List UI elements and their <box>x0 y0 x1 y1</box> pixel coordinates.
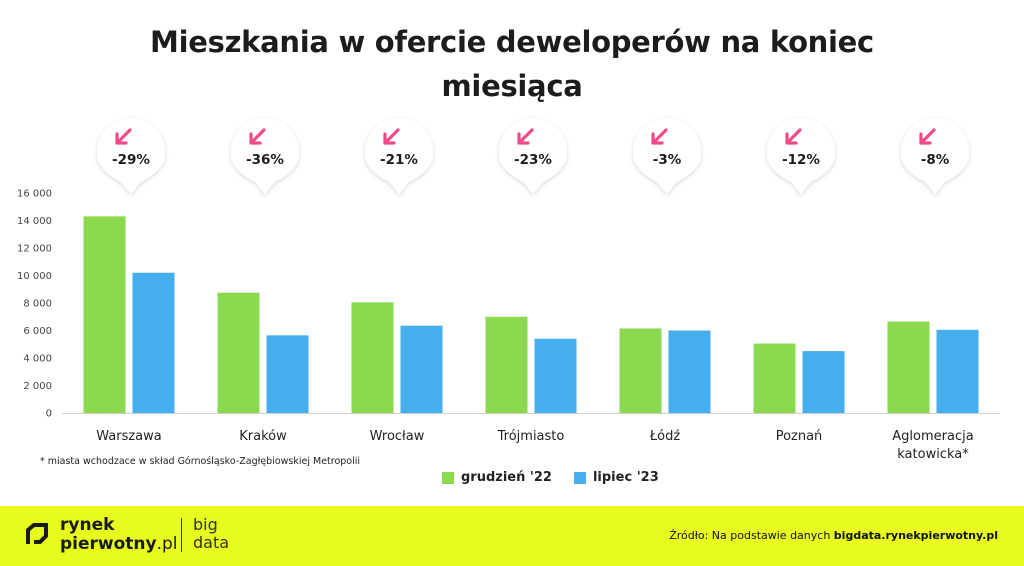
change-badge: -21% <box>365 118 433 194</box>
badge-shape <box>633 118 701 194</box>
arrow-down-left-icon <box>383 128 400 145</box>
legend-label-grudzien: grudzień '22 <box>461 470 552 485</box>
y-tick-label: 16 000 <box>17 189 52 200</box>
footnote: * miasta wchodzace w skład Górnośląsko-Z… <box>40 456 361 467</box>
x-tick-label: Poznań <box>776 429 823 444</box>
logo-line2: pierwotny.pl <box>60 535 178 554</box>
x-tick-label: katowicka* <box>897 447 969 462</box>
bar-grudzien <box>83 216 126 413</box>
legend-swatch-lipiec <box>573 471 586 484</box>
arrow-down-left-icon <box>919 128 936 145</box>
change-badge: -8% <box>901 118 969 194</box>
legend-item-grudzien: grudzień '22 <box>442 470 552 485</box>
source-link[interactable]: bigdata.rynekpierwotny.pl <box>833 529 998 542</box>
change-badge: -12% <box>767 118 835 194</box>
footer-bar: rynek pierwotny.pl big data Źródło: Na p… <box>0 506 1024 566</box>
legend-item-lipiec: lipiec '23 <box>573 470 659 485</box>
bar-chart: -29% -36% -21% -23% -3% -12% -8% 0 2 000 4 000 6 … <box>17 118 1000 462</box>
bar-grudzien <box>485 316 528 413</box>
change-badge: -23% <box>499 118 567 194</box>
badge-shape <box>767 118 835 194</box>
bar-lipiec <box>132 272 175 413</box>
change-badge: -3% <box>633 118 701 194</box>
bar-lipiec <box>802 351 845 413</box>
arrow-down-left-icon <box>651 128 668 145</box>
y-tick-label: 2 000 <box>23 381 52 392</box>
bar-grudzien <box>753 343 796 413</box>
change-badge: -36% <box>231 118 299 194</box>
change-value: -12% <box>782 152 820 168</box>
y-tick-label: 14 000 <box>17 216 52 227</box>
x-tick-label: Łódź <box>649 429 681 444</box>
x-tick-label: Wrocław <box>370 429 425 444</box>
bar-grudzien <box>887 321 930 413</box>
change-badge: -29% <box>97 118 165 194</box>
x-tick-label: Aglomeracja <box>892 429 973 444</box>
change-value: -23% <box>514 152 552 168</box>
legend-label-lipiec: lipiec '23 <box>592 470 659 485</box>
badge-shape <box>365 118 433 194</box>
change-value: -3% <box>653 152 682 168</box>
rynekpierwotny-logo: rynek pierwotny.pl <box>60 516 178 554</box>
rynekpierwotny-logo-icon <box>26 523 48 544</box>
logo-line2-bold: pierwotny <box>60 534 157 554</box>
change-value: -8% <box>921 152 950 168</box>
legend-swatch-grudzien <box>442 471 454 484</box>
logo-divider <box>181 518 182 552</box>
arrow-down-left-icon <box>517 128 534 145</box>
bar-lipiec <box>400 325 443 413</box>
logo-line1: rynek <box>60 515 115 535</box>
badge-shape <box>901 118 969 194</box>
y-tick-label: 0 <box>46 409 52 420</box>
change-value: -36% <box>246 152 284 168</box>
x-tick-label: Kraków <box>239 429 287 444</box>
y-tick-label: 12 000 <box>17 244 52 255</box>
bigdata-logo: big data <box>193 516 229 552</box>
logo-line2-light: .pl <box>156 534 178 554</box>
y-tick-label: 4 000 <box>23 354 52 365</box>
bar-lipiec <box>534 338 577 413</box>
badge-shape <box>231 118 299 194</box>
badge-shape <box>97 118 165 194</box>
bar-grudzien <box>619 328 662 413</box>
bigdata-line2: data <box>193 533 230 552</box>
bar-lipiec <box>668 330 711 413</box>
bar-grudzien <box>351 302 394 413</box>
change-value: -21% <box>380 152 418 168</box>
y-tick-label: 10 000 <box>17 271 52 282</box>
x-tick-label: Trójmiasto <box>497 429 565 444</box>
badge-shape <box>499 118 567 194</box>
chart-title: Mieszkania w ofercie deweloperów na koni… <box>150 25 874 103</box>
bigdata-line1: big <box>193 515 218 534</box>
y-tick-label: 8 000 <box>23 299 52 310</box>
arrow-down-left-icon <box>785 128 802 145</box>
arrow-down-left-icon <box>115 128 132 145</box>
source-prefix: Źródło: Na podstawie danych <box>669 529 834 542</box>
legend: grudzień '22 lipiec '23 <box>442 470 681 485</box>
x-tick-label: Warszawa <box>96 429 162 444</box>
bar-grudzien <box>217 292 260 413</box>
change-value: -29% <box>112 152 150 168</box>
bar-lipiec <box>936 329 979 413</box>
source-note: Źródło: Na podstawie danych bigdata.ryne… <box>669 529 998 542</box>
y-tick-label: 6 000 <box>23 326 52 337</box>
arrow-down-left-icon <box>249 128 266 145</box>
bar-lipiec <box>266 335 309 413</box>
